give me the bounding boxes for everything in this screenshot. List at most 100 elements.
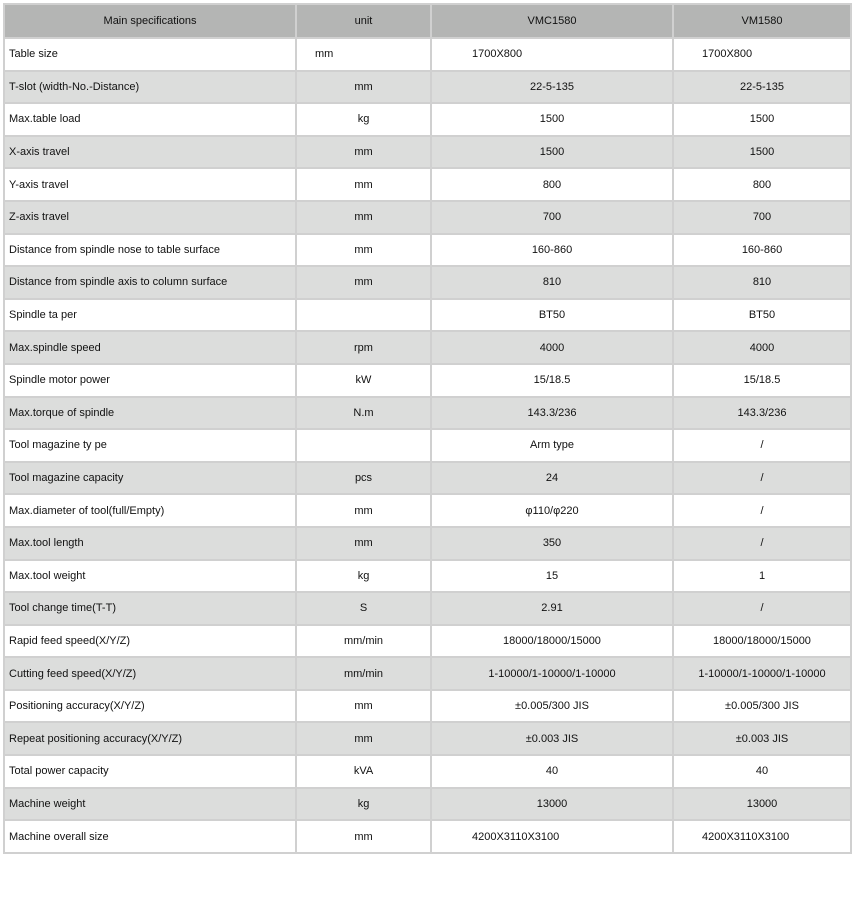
vm1580-value-cell: 1-10000/1-10000/1-10000: [672, 656, 852, 691]
vm1580-value-cell: /: [672, 460, 852, 496]
vmc1580-value-cell: 18000/18000/15000: [430, 623, 674, 659]
spec-name-cell: Tool change time(T-T): [3, 591, 297, 626]
spec-name-cell: Repeat positioning accuracy(X/Y/Z): [3, 721, 297, 757]
spec-name-cell: Cutting feed speed(X/Y/Z): [3, 656, 297, 691]
spec-name-cell: Positioning accuracy(X/Y/Z): [3, 688, 297, 724]
table-row: Positioning accuracy(X/Y/Z) mm ±0.005/300 …: [3, 688, 852, 724]
header-vm1580: VM1580: [672, 3, 852, 39]
unit-cell: [295, 297, 432, 333]
table-row: Spindle motor power kW 15/18.5 15/18.5: [3, 362, 852, 398]
table-row: Machine weight kg 13000 13000: [3, 786, 852, 822]
vm1580-value-cell: /: [672, 591, 852, 626]
vmc1580-value-cell: 4000: [430, 330, 674, 365]
vm1580-value-cell: 800: [672, 167, 852, 202]
vmc1580-value-cell: 2.91: [430, 591, 674, 626]
spec-name-cell: Max.tool weight: [3, 558, 297, 594]
vm1580-value-cell: /: [672, 428, 852, 463]
table-body: Table size mm 1700X800 1700X800 T-slot (widt…: [3, 37, 852, 854]
spec-name-cell: Spindle motor power: [3, 362, 297, 398]
spec-name-cell: Total power capacity: [3, 754, 297, 789]
vmc1580-value-cell: 1500: [430, 102, 674, 137]
unit-cell: mm: [295, 721, 432, 757]
vm1580-value-cell: ±0.005/300 JIS: [672, 688, 852, 724]
table-row: Repeat positioning accuracy(X/Y/Z) mm ±0.0…: [3, 721, 852, 757]
vm1580-value-cell: 143.3/236: [672, 395, 852, 431]
unit-cell: kVA: [295, 754, 432, 789]
spec-name-cell: Distance from spindle axis to column sur…: [3, 265, 297, 300]
table-row: Y-axis travel mm 800 800: [3, 167, 852, 202]
vm1580-value-cell: 13000: [672, 786, 852, 822]
vm1580-value-cell: 160-860: [672, 232, 852, 268]
unit-cell: pcs: [295, 460, 432, 496]
vm1580-value-cell: /: [672, 493, 852, 528]
vm1580-value-cell: 4200X3110X3100: [672, 819, 852, 854]
unit-cell: mm: [295, 69, 432, 105]
table-row: X-axis travel mm 1500 1500: [3, 134, 852, 170]
vmc1580-value-cell: 15: [430, 558, 674, 594]
vm1580-value-cell: 700: [672, 199, 852, 235]
spec-name-cell: Table size: [3, 37, 297, 72]
vmc1580-value-cell: 350: [430, 525, 674, 561]
vmc1580-value-cell: Arm type: [430, 428, 674, 463]
table-row: Tool magazine ty pe Arm type /: [3, 428, 852, 463]
header-main-specifications: Main specifications: [3, 3, 297, 39]
spec-name-cell: Machine weight: [3, 786, 297, 822]
spec-name-cell: Max.tool length: [3, 525, 297, 561]
vmc1580-value-cell: 160-860: [430, 232, 674, 268]
table-row: Tool change time(T-T) S 2.91/: [3, 591, 852, 626]
vmc1580-value-cell: 810: [430, 265, 674, 300]
table-row: Rapid feed speed(X/Y/Z) mm/min 18000/18000…: [3, 623, 852, 659]
unit-cell: S: [295, 591, 432, 626]
unit-cell: mm: [295, 199, 432, 235]
unit-cell: mm: [295, 134, 432, 170]
unit-cell: mm: [295, 525, 432, 561]
vmc1580-value-cell: 40: [430, 754, 674, 789]
vm1580-value-cell: 18000/18000/15000: [672, 623, 852, 659]
unit-cell: mm: [295, 493, 432, 528]
vmc1580-value-cell: 24: [430, 460, 674, 496]
vm1580-value-cell: 810: [672, 265, 852, 300]
unit-cell: mm: [295, 167, 432, 202]
unit-cell: mm: [295, 819, 432, 854]
spec-name-cell: Max.diameter of tool(full/Empty): [3, 493, 297, 528]
table-row: Max.tool length mm 350/: [3, 525, 852, 561]
unit-cell: kW: [295, 362, 432, 398]
table-row: Total power capacity kVA 40 40: [3, 754, 852, 789]
vmc1580-value-cell: 1500: [430, 134, 674, 170]
table-row: Distance from spindle nose to table surf…: [3, 232, 852, 268]
vmc1580-value-cell: 1700X800: [430, 37, 674, 72]
spec-name-cell: Tool magazine ty pe: [3, 428, 297, 463]
unit-cell: [295, 428, 432, 463]
unit-cell: mm: [295, 265, 432, 300]
spec-name-cell: Z-axis travel: [3, 199, 297, 235]
vm1580-value-cell: 4000: [672, 330, 852, 365]
vmc1580-value-cell: 1-10000/1-10000/1-10000: [430, 656, 674, 691]
vmc1580-value-cell: 143.3/236: [430, 395, 674, 431]
table-row: Max.torque of spindle N.m 143.3/236 143.3/2…: [3, 395, 852, 431]
vm1580-value-cell: BT50: [672, 297, 852, 333]
table-row: Spindle ta per BT50 BT50: [3, 297, 852, 333]
unit-cell: kg: [295, 558, 432, 594]
vm1580-value-cell: 1700X800: [672, 37, 852, 72]
vmc1580-value-cell: 15/18.5: [430, 362, 674, 398]
vmc1580-value-cell: ±0.005/300 JIS: [430, 688, 674, 724]
spec-name-cell: X-axis travel: [3, 134, 297, 170]
vm1580-value-cell: 1500: [672, 134, 852, 170]
vmc1580-value-cell: BT50: [430, 297, 674, 333]
spec-name-cell: T-slot (width-No.-Distance): [3, 69, 297, 105]
unit-cell: mm: [295, 232, 432, 268]
unit-cell: kg: [295, 786, 432, 822]
table-row: Tool magazine capacity pcs 24/: [3, 460, 852, 496]
vmc1580-value-cell: 4200X3110X3100: [430, 819, 674, 854]
vm1580-value-cell: 15/18.5: [672, 362, 852, 398]
table-row: Max.diameter of tool(full/Empty) mm φ110/φ…: [3, 493, 852, 528]
vmc1580-value-cell: 800: [430, 167, 674, 202]
vm1580-value-cell: ±0.003 JIS: [672, 721, 852, 757]
vm1580-value-cell: 1: [672, 558, 852, 594]
unit-cell: mm: [295, 37, 432, 72]
table-row: Max.tool weight kg 15 1: [3, 558, 852, 594]
spec-name-cell: Spindle ta per: [3, 297, 297, 333]
spec-name-cell: Machine overall size: [3, 819, 297, 854]
vmc1580-value-cell: φ110/φ220: [430, 493, 674, 528]
header-row: Main specifications unit VMC1580 VM1580: [3, 3, 852, 39]
